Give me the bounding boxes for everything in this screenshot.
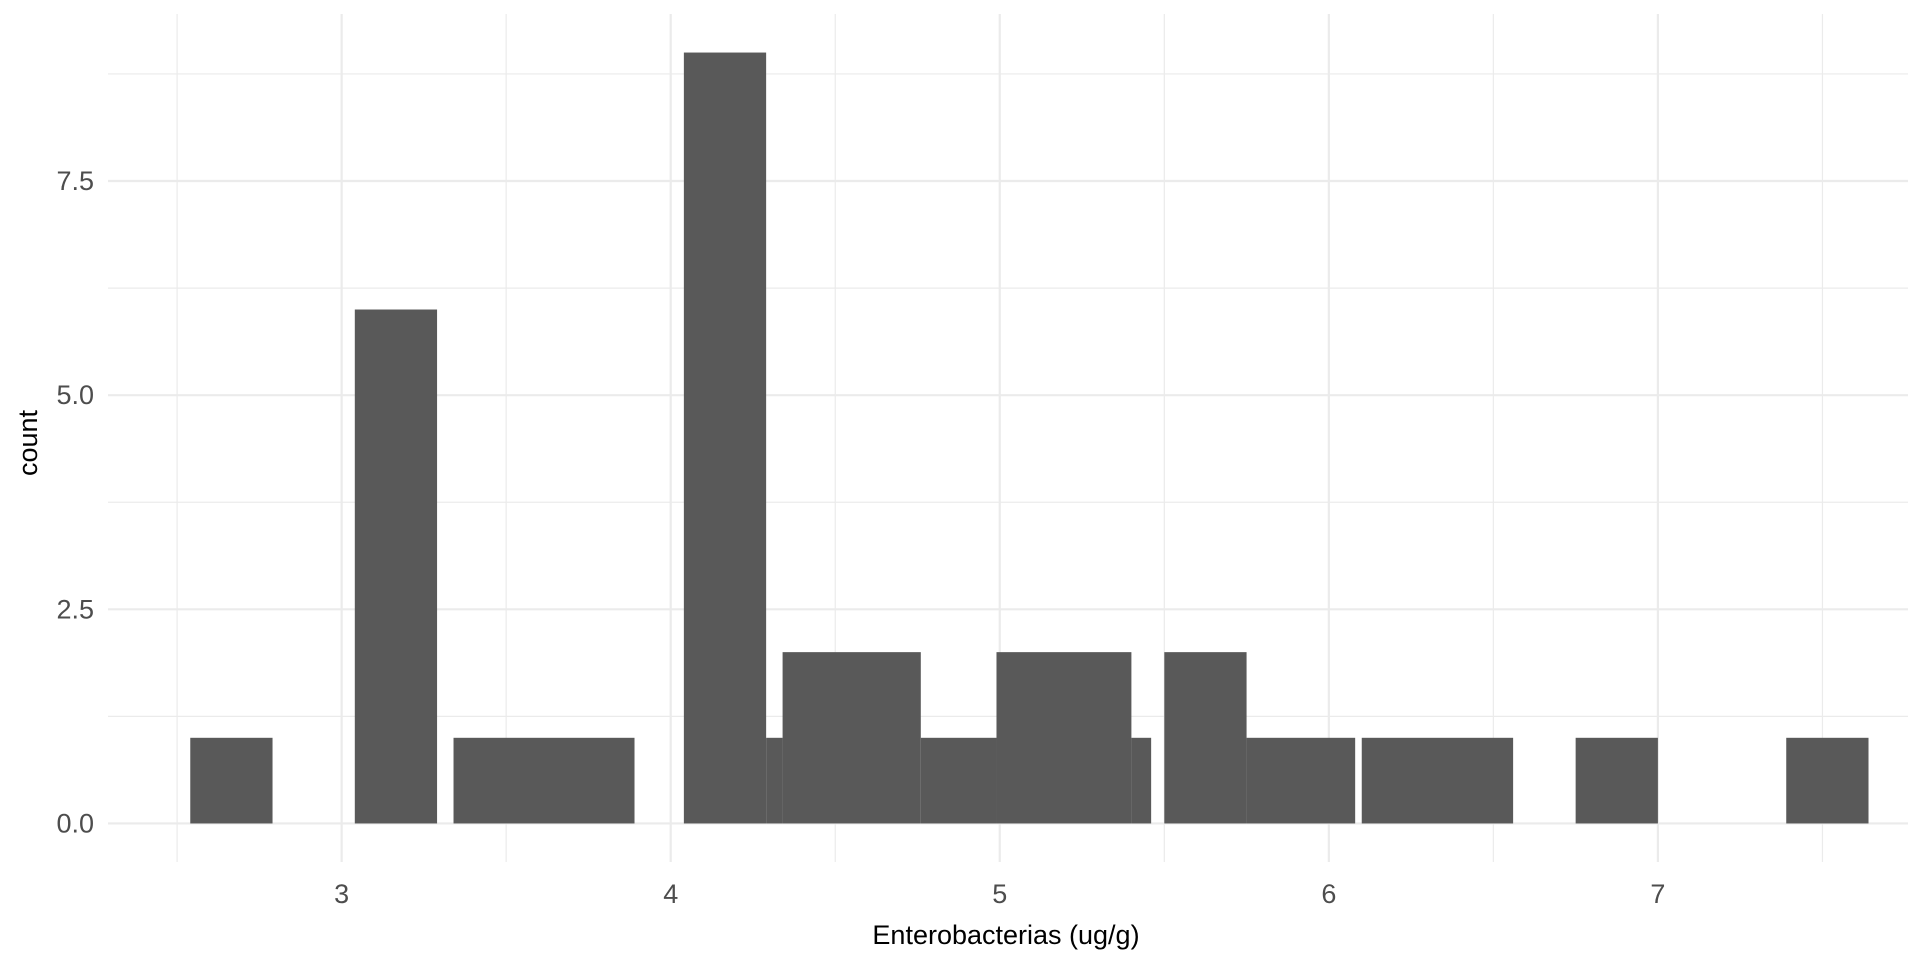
histogram-bar [920, 737, 997, 824]
histogram-bar [1361, 737, 1514, 824]
y-axis-tick-labels: 0.0 2.5 5.0 7.5 [56, 166, 94, 838]
histogram-bars [190, 52, 1869, 824]
x-tick-label: 3 [334, 879, 349, 909]
histogram-bar [190, 737, 273, 824]
histogram-bar [1246, 737, 1356, 824]
x-tick-label: 4 [663, 879, 678, 909]
histogram-bar [766, 737, 783, 824]
histogram-bar [1164, 652, 1247, 824]
x-tick-label: 6 [1321, 879, 1336, 909]
histogram-bar [782, 652, 921, 824]
histogram-bar [354, 309, 438, 824]
y-tick-label: 5.0 [56, 380, 94, 410]
histogram-bar [1786, 737, 1869, 824]
histogram-bar [683, 52, 767, 824]
histogram-bar [1575, 737, 1658, 824]
histogram-bar [996, 652, 1132, 824]
y-tick-label: 2.5 [56, 594, 94, 624]
x-tick-label: 5 [992, 879, 1007, 909]
x-tick-label: 7 [1650, 879, 1665, 909]
histogram-bar [1131, 737, 1152, 824]
y-tick-label: 0.0 [56, 808, 94, 838]
histogram-bar [453, 737, 635, 824]
y-axis-title: count [13, 409, 43, 476]
x-axis-title: Enterobacterias (ug/g) [872, 920, 1139, 950]
y-tick-label: 7.5 [56, 166, 94, 196]
x-axis-tick-labels: 3 4 5 6 7 [334, 879, 1665, 909]
